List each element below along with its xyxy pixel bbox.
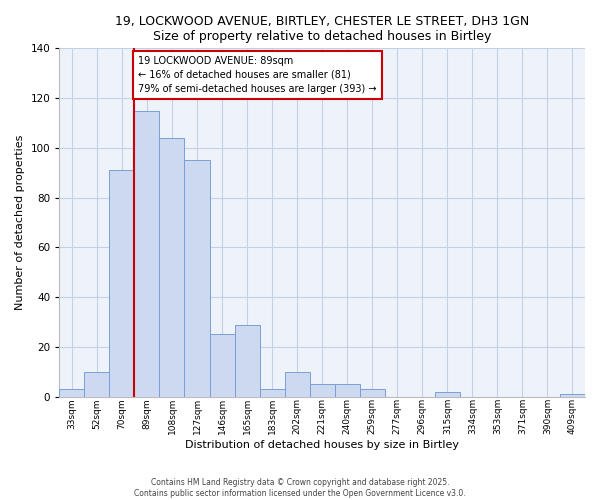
Title: 19, LOCKWOOD AVENUE, BIRTLEY, CHESTER LE STREET, DH3 1GN
Size of property relati: 19, LOCKWOOD AVENUE, BIRTLEY, CHESTER LE… <box>115 15 529 43</box>
Bar <box>235 324 260 396</box>
Bar <box>360 389 385 396</box>
Bar <box>209 334 235 396</box>
Y-axis label: Number of detached properties: Number of detached properties <box>15 135 25 310</box>
Bar <box>184 160 209 396</box>
Bar <box>260 389 284 396</box>
Text: 19 LOCKWOOD AVENUE: 89sqm
← 16% of detached houses are smaller (81)
79% of semi-: 19 LOCKWOOD AVENUE: 89sqm ← 16% of detac… <box>138 56 377 94</box>
Bar <box>335 384 360 396</box>
Bar <box>560 394 585 396</box>
Bar <box>310 384 335 396</box>
Bar <box>59 389 85 396</box>
Bar <box>435 392 460 396</box>
Bar <box>134 110 160 397</box>
Bar <box>109 170 134 396</box>
Text: Contains HM Land Registry data © Crown copyright and database right 2025.
Contai: Contains HM Land Registry data © Crown c… <box>134 478 466 498</box>
Bar <box>85 372 109 396</box>
Bar <box>284 372 310 396</box>
Bar <box>160 138 184 396</box>
X-axis label: Distribution of detached houses by size in Birtley: Distribution of detached houses by size … <box>185 440 459 450</box>
